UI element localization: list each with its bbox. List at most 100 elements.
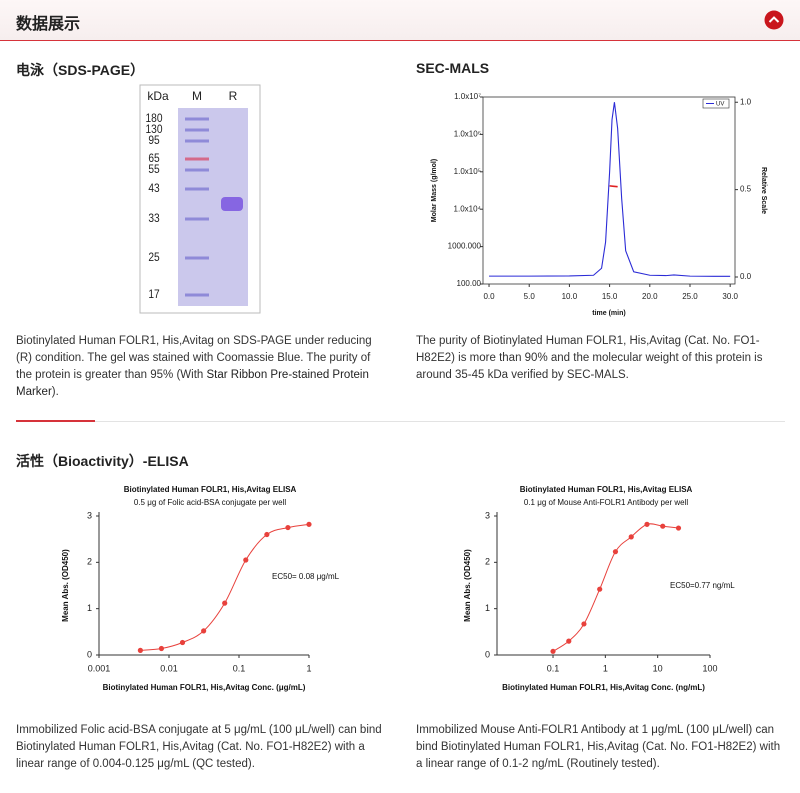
caption: The purity of Biotinylated Human FOLR1, … (416, 335, 763, 381)
data-point (628, 534, 634, 540)
x-tick-label: 10.0 (562, 292, 578, 301)
caption: Immobilized Mouse Anti-FOLR1 Antibody at… (416, 724, 781, 770)
y-tick-label: 3 (485, 510, 490, 520)
data-point (566, 638, 572, 644)
chart-title: Biotinylated Human FOLR1, His,Avitag ELI… (520, 485, 693, 494)
marker-label: 130 (145, 123, 162, 136)
data-point (158, 645, 165, 652)
marker-link[interactable]: Star Ribbon Pre-stained Protein Marker (16, 369, 369, 398)
data-point (179, 639, 186, 646)
annotation: EC50=0.77 ng/mL (670, 581, 735, 590)
x-tick-label: 30.0 (722, 292, 738, 301)
collapse-button[interactable] (764, 10, 784, 30)
marker-label: 95 (148, 134, 159, 147)
caption-text: Biotinylated Human FOLR1, His,Avitag on … (16, 335, 372, 381)
data-point (675, 525, 682, 531)
data-point (644, 521, 650, 527)
data-point (264, 531, 270, 538)
x-axis-label: time (min) (592, 310, 625, 317)
y-tick-label: 1.0x10⁵ (454, 167, 481, 176)
sample-band (221, 197, 243, 211)
x-tick-label: 10 (653, 663, 663, 673)
data-point (201, 628, 207, 634)
marker-band (185, 217, 209, 221)
legend-label: UV (716, 102, 724, 108)
x-axis-label: Biotinylated Human FOLR1, His,Avitag Con… (502, 683, 705, 692)
header-title: 数据展示 (16, 16, 81, 33)
data-point (550, 648, 556, 654)
y-tick-label: 1 (485, 603, 490, 613)
x-tick-label: 15.0 (602, 292, 618, 301)
legend-box (702, 98, 730, 109)
x-tick-label: 1 (306, 663, 311, 673)
section-title: 电泳（SDS-PAGE） (16, 62, 145, 78)
data-point (612, 549, 619, 555)
data-point (243, 557, 249, 563)
y-tick-label: 1.0x10⁴ (454, 204, 482, 213)
lane-label: R (229, 89, 238, 103)
marker-label: 180 (145, 112, 162, 125)
x-tick-label: 0.0 (483, 292, 495, 301)
y-tick-label: 1.0x10⁶ (454, 130, 481, 139)
y-tick-label: 2 (87, 557, 92, 567)
marker-band (185, 128, 209, 132)
x-tick-label: 5.0 (524, 292, 536, 301)
y-axis-label: Mean Abs. (OD450) (463, 549, 472, 622)
series-line (609, 185, 618, 188)
x-tick-label: 0.1 (233, 663, 246, 673)
y-tick-label: 1000.000 (448, 242, 482, 251)
y-tick-label: 1 (87, 603, 92, 613)
annotation: EC50= 0.08 μg/mL (272, 572, 340, 581)
header: 数据展示 (0, 0, 800, 41)
x-axis-label: Biotinylated Human FOLR1, His,Avitag Con… (103, 683, 306, 692)
x-tick-label: 0.001 (88, 663, 111, 673)
y2-axis-label: Relative Scale (760, 167, 767, 214)
lane-label: M (192, 89, 202, 103)
data-point (581, 621, 587, 627)
x-tick-label: 100 (702, 663, 717, 673)
marker-band (185, 117, 209, 121)
marker-band (185, 157, 209, 161)
y-axis-label: Molar Mass (g/mol) (431, 159, 438, 222)
chart-subtitle: 0.1 μg of Mouse Anti-FOLR1 Antibody per … (524, 498, 688, 507)
data-point (660, 523, 666, 529)
marker-band (185, 139, 209, 143)
data-point (285, 524, 291, 531)
y-tick-label: 1.0x10⁷ (454, 92, 481, 101)
data-point (306, 521, 312, 527)
marker-label: 43 (148, 182, 159, 195)
y-tick-label: 100.00 (457, 279, 482, 288)
kda-label: kDa (147, 89, 169, 103)
marker-band (185, 293, 209, 297)
marker-label: 55 (148, 163, 159, 176)
plot-frame (482, 96, 736, 285)
marker-band (185, 168, 209, 172)
fit-curve (552, 523, 679, 652)
chart-subtitle: 0.5 μg of Folic acid-BSA conjugate per w… (134, 498, 286, 507)
divider (16, 420, 785, 422)
section-title: 活性（Bioactivity）-ELISA (16, 453, 189, 469)
x-tick-label: 0.01 (160, 663, 178, 673)
y-tick-label: 0 (87, 649, 92, 659)
marker-band (185, 187, 209, 191)
marker-band (185, 256, 209, 260)
y-axis-label: Mean Abs. (OD450) (61, 549, 70, 622)
y2-tick-label: 0.5 (740, 185, 752, 194)
y2-tick-label: 1.0 (740, 97, 752, 106)
y-tick-label: 0 (485, 649, 490, 659)
fit-curve (140, 523, 310, 651)
x-tick-label: 0.1 (547, 663, 560, 673)
caption: Biotinylated Human FOLR1, His,Avitag on … (16, 333, 386, 401)
caption-text: ). (51, 386, 59, 398)
section-title: SEC-MALS (416, 60, 490, 76)
x-tick-label: 1 (603, 663, 608, 673)
data-point (597, 586, 603, 592)
marker-label: 25 (148, 251, 159, 264)
y-tick-label: 3 (87, 510, 92, 520)
series-line (489, 102, 731, 277)
y-tick-label: 2 (485, 557, 490, 567)
x-tick-label: 25.0 (682, 292, 698, 301)
y2-tick-label: 0.0 (740, 272, 752, 281)
